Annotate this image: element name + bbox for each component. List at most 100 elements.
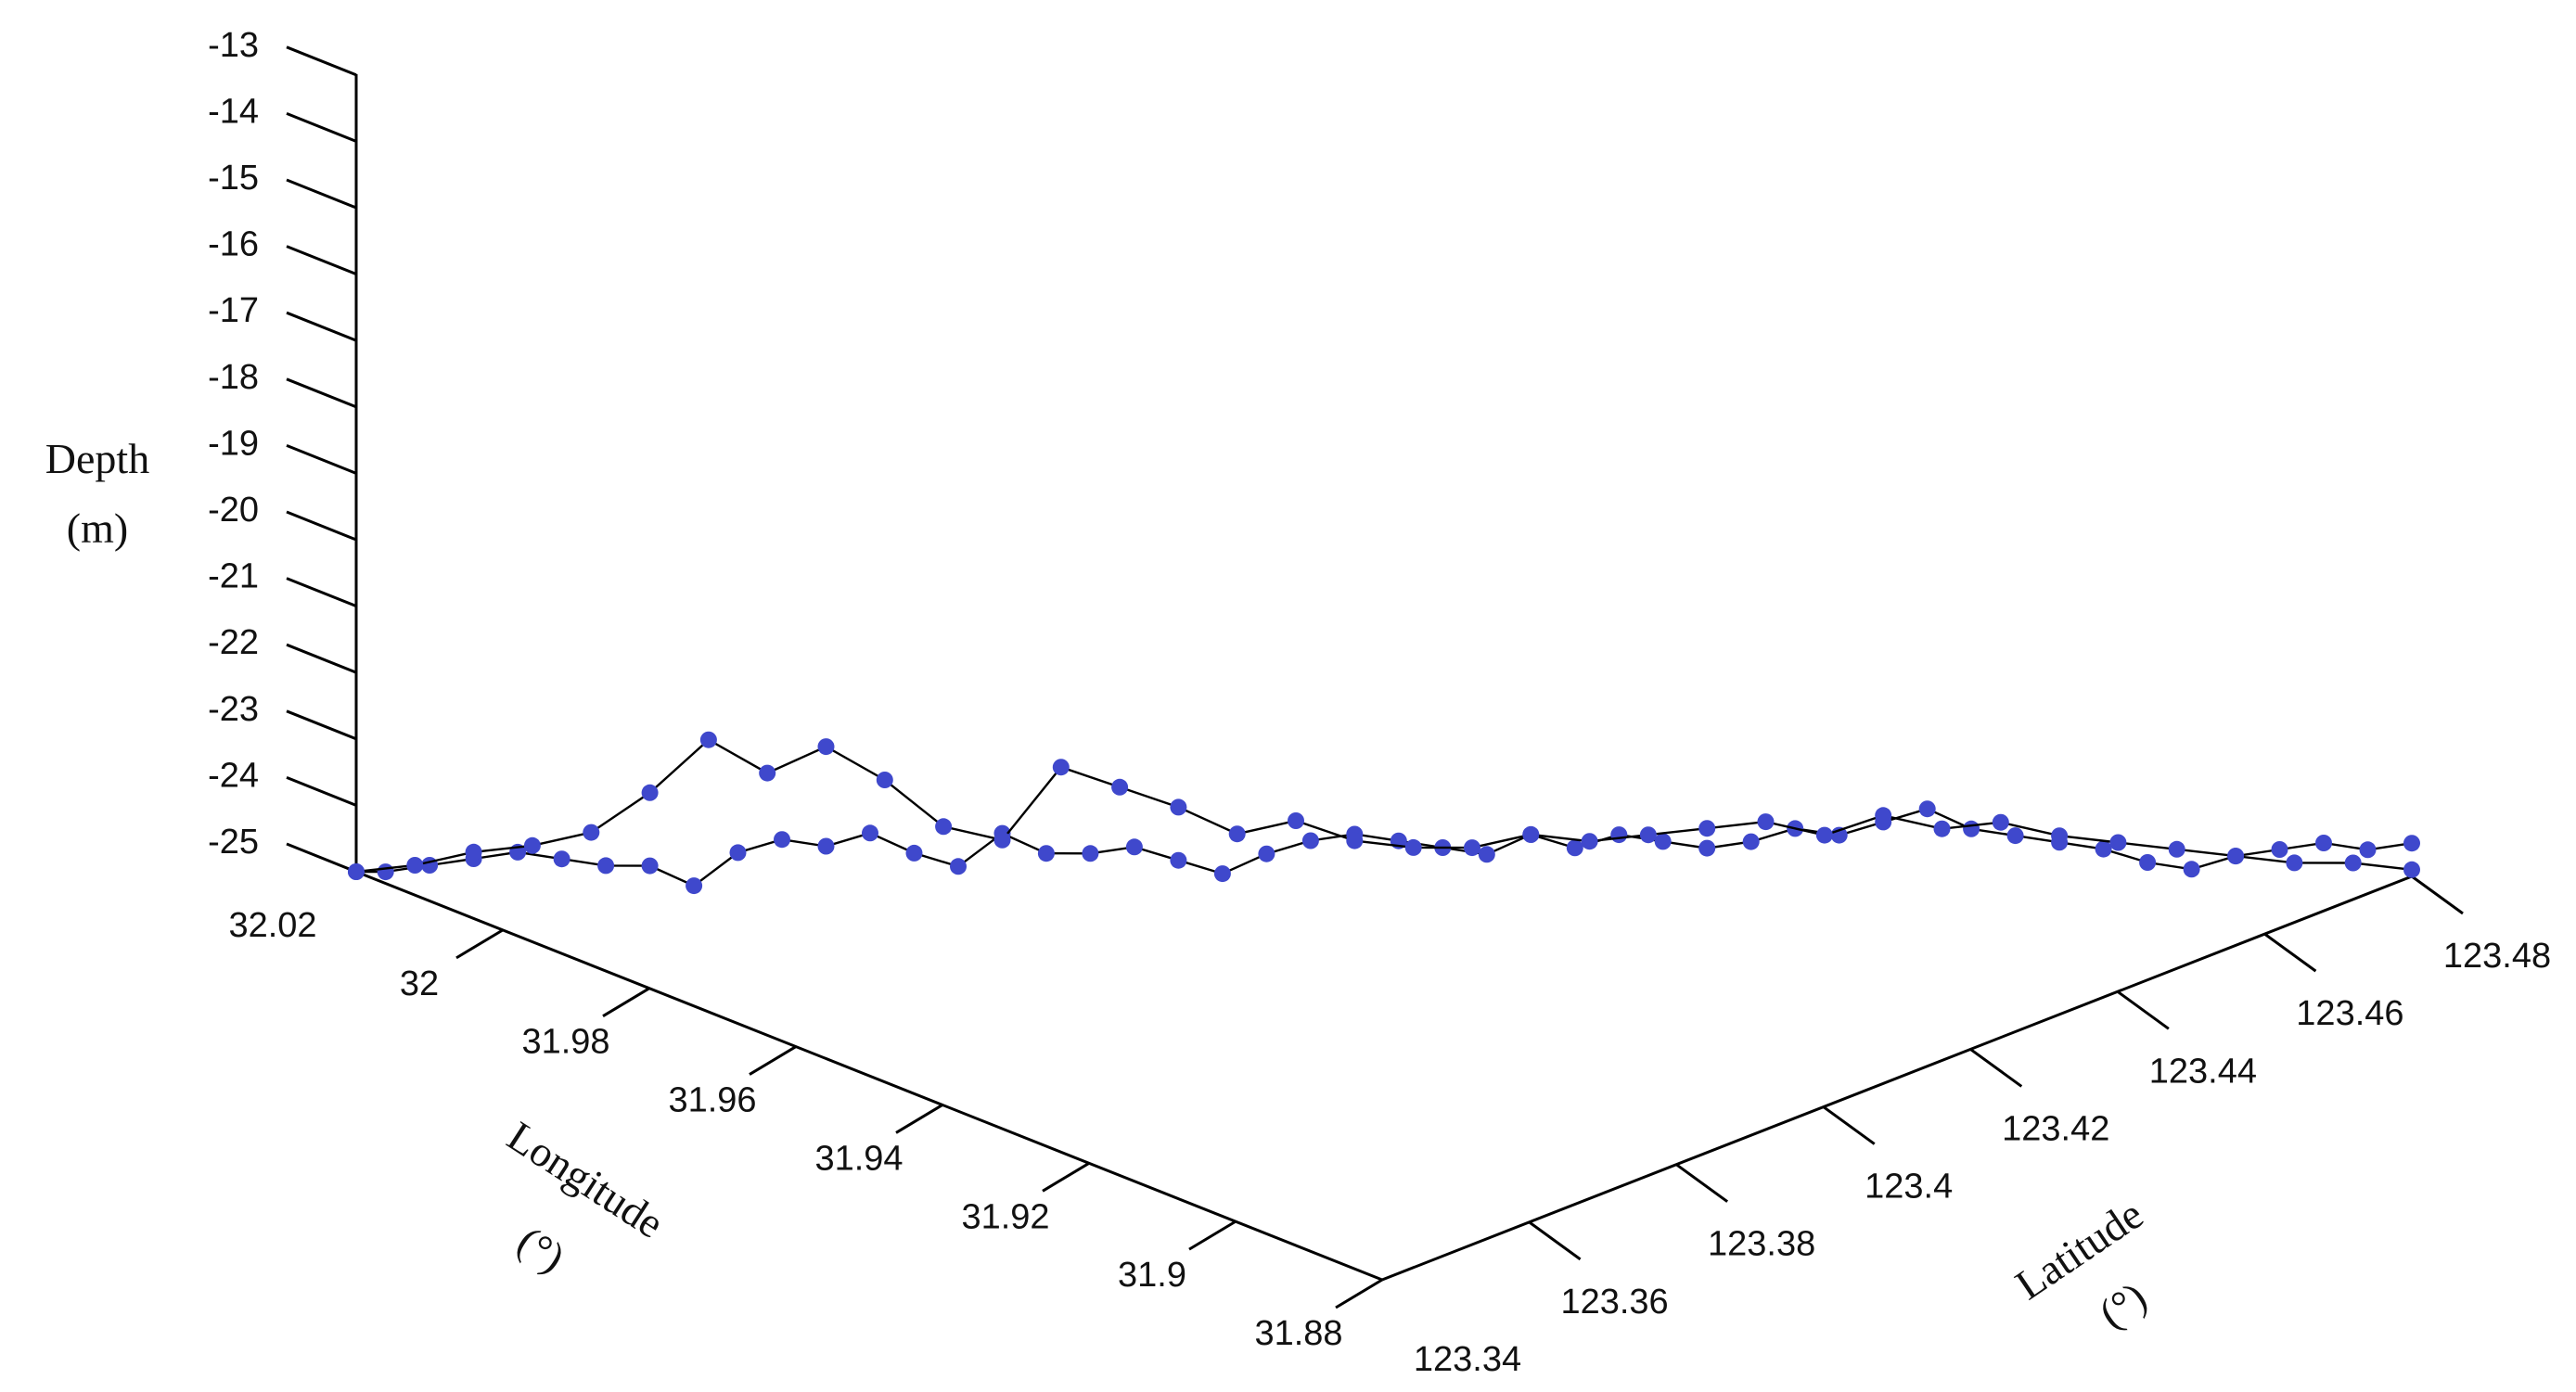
latitude-tick-label: 123.36 (1560, 1283, 1668, 1322)
series-1-point (377, 863, 394, 881)
series-2-point (641, 784, 659, 801)
series-2-point (1581, 833, 1598, 850)
series-1-point (1478, 846, 1495, 863)
depth-tick-mark (286, 112, 357, 143)
series-1-point (1082, 845, 1099, 862)
depth-tick-label: -14 (208, 92, 259, 131)
series-1-point (2183, 861, 2200, 878)
series-2-point (1522, 825, 1540, 843)
depth-tick-mark (286, 311, 357, 342)
series-1-point (774, 831, 790, 849)
longitude-tick-mark (749, 1045, 797, 1076)
series-1-point (1170, 851, 1187, 869)
series-2-point (1992, 813, 2009, 831)
series-2-point (1111, 778, 1129, 796)
longitude-tick-label: 31.88 (1254, 1314, 1342, 1353)
latitude-tick-mark (1675, 1163, 1729, 1203)
series-2-point (1346, 832, 1364, 849)
series-1-point (1654, 833, 1672, 850)
series-2-point (2403, 861, 2420, 878)
longitude-tick-label: 32 (400, 964, 439, 1003)
series-2-point (583, 824, 600, 841)
latitude-tick-label: 123.44 (2149, 1052, 2257, 1091)
latitude-tick-mark (1969, 1048, 2023, 1088)
series-2-point (699, 731, 717, 748)
latitude-tick-label: 123.34 (1414, 1340, 1521, 1379)
depth-tick-label: -13 (208, 26, 259, 65)
series-1-point (2271, 841, 2288, 858)
series-2-point (406, 857, 424, 874)
longitude-tick-mark (895, 1104, 943, 1134)
depth-tick-label: -20 (208, 491, 259, 530)
series-2-point (935, 818, 953, 836)
series-2-point (1464, 839, 1480, 857)
series-2-point (1757, 813, 1775, 831)
series-2-line (355, 738, 2413, 874)
series-2-point (1815, 826, 1833, 844)
depth-tick-mark (286, 577, 357, 607)
latitude-tick-label: 123.38 (1708, 1225, 1815, 1264)
depth-tick-mark (286, 45, 357, 77)
latitude-tick-label: 123.46 (2296, 994, 2403, 1033)
series-1-point (1213, 865, 1231, 883)
depth-tick-label: -16 (208, 225, 259, 264)
series-2-point (2168, 840, 2185, 858)
latitude-tick-label: 123.48 (2443, 937, 2551, 976)
longitude-tick-mark (1335, 1278, 1383, 1309)
latitude-tick-mark (2263, 932, 2317, 973)
series-1-point (1125, 838, 1143, 856)
depth-tick-mark (286, 377, 357, 409)
series-1-point (2315, 835, 2332, 851)
series-2-point (1228, 825, 1246, 843)
series-1-point (2403, 835, 2420, 852)
series-1-point (1301, 832, 1319, 849)
depth-tick-mark (286, 510, 357, 542)
latitude-axis-unit: (°) (2091, 1272, 2155, 1337)
longitude-tick-label: 31.96 (668, 1081, 756, 1120)
series-1-point (1963, 820, 1980, 837)
series-1-point (2359, 841, 2377, 859)
series-2-point (1639, 826, 1657, 844)
series-1-point (1258, 845, 1275, 862)
series-2-point (348, 863, 365, 880)
series-1-point (905, 844, 923, 862)
series-1-point (2139, 854, 2157, 871)
depth-tick-mark (286, 842, 357, 874)
depth-tick-label: -22 (208, 623, 259, 662)
series-1-point (2095, 840, 2112, 858)
series-2-point (2109, 834, 2127, 851)
depth-axis-title-line1: Depth (45, 435, 149, 482)
series-1-point (1566, 839, 1583, 857)
depth-ticks: -13 -14 -15 -16 -17 -18 -19 -20 -21 -22 -23 -24 -25 (208, 26, 357, 874)
depth-tick-label: -18 (208, 358, 259, 397)
depth-tick-mark (286, 178, 357, 210)
series-2-point (523, 836, 541, 854)
latitude-tick-mark (1822, 1105, 1876, 1145)
latitude-tick-label: 123.4 (1865, 1168, 1953, 1207)
series-1-point (2006, 827, 2024, 845)
series-2-point (1698, 820, 1716, 837)
longitude-tick-label: 31.94 (814, 1139, 903, 1178)
series-1-point (1698, 839, 1716, 857)
depth-tick-mark (286, 643, 357, 674)
longitude-tick-mark (1042, 1161, 1090, 1193)
longitude-tick-mark (455, 928, 504, 960)
series-1-point (729, 844, 747, 862)
series-2-point (1875, 807, 1892, 824)
longitude-tick-label: 31.98 (521, 1023, 609, 1062)
series-2-point (1288, 812, 1304, 829)
latitude-tick-mark (2116, 990, 2170, 1030)
longitude-tick-label: 31.92 (961, 1197, 1049, 1236)
depth-tick-mark (286, 245, 357, 275)
series-1-point (686, 877, 703, 895)
depth-tick-label: -17 (208, 291, 259, 330)
depth-tick-mark (286, 709, 357, 741)
series-2-point (1933, 820, 1951, 837)
series-layer (348, 731, 2420, 895)
longitude-axis-line (355, 870, 1383, 1282)
longitude-tick-mark (602, 987, 650, 1018)
depth-tick-label: -25 (208, 823, 259, 862)
latitude-tick-mark (1528, 1220, 1582, 1261)
series-2-point (1170, 798, 1187, 816)
